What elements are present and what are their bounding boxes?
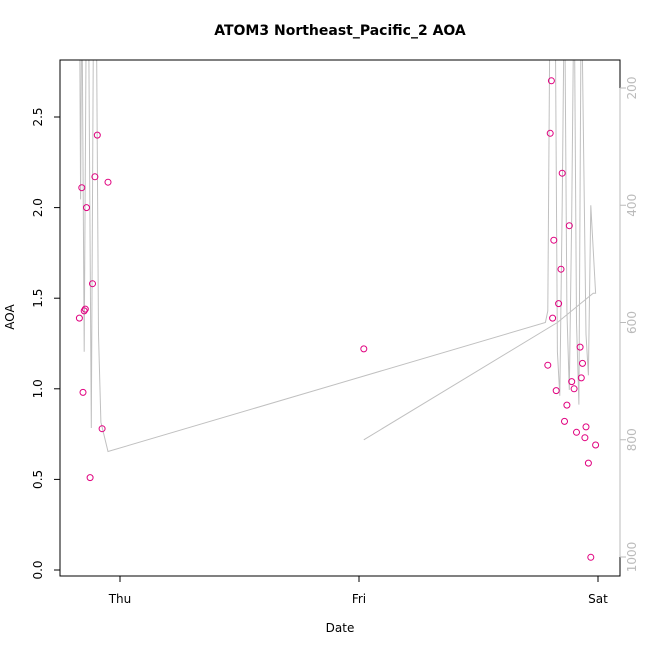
data-point [558, 169, 566, 177]
data-point [544, 361, 552, 369]
data-point [550, 236, 558, 244]
y2-tick-label: 1000 [625, 542, 639, 573]
data-points-layer [75, 77, 600, 561]
data-point [565, 222, 573, 230]
data-point [80, 307, 88, 315]
y2-tick-label: 800 [625, 428, 639, 451]
data-point [78, 184, 86, 192]
data-point [93, 131, 101, 139]
y-tick-label: 2.0 [31, 198, 45, 217]
secondary-y-axis: 200 400 600 800 1000 [619, 77, 639, 573]
data-point [98, 425, 106, 433]
data-point [584, 459, 592, 467]
data-point [577, 374, 585, 382]
data-point [89, 280, 96, 288]
chart-title: ATOM3 Northeast_Pacific_2 AOA [214, 23, 466, 39]
y-tick-label: 2.5 [31, 107, 45, 126]
y-tick-label: 1.5 [31, 289, 45, 308]
plot-frame [59, 59, 621, 577]
data-point [86, 474, 94, 482]
y2-tick-label: 600 [625, 311, 639, 334]
data-point [563, 401, 571, 409]
data-point [91, 173, 99, 181]
y-tick-label: 1.0 [31, 379, 45, 398]
data-point [104, 178, 112, 186]
x-tick-label: Fri [352, 592, 366, 606]
data-point [581, 434, 589, 442]
y2-tick-label: 400 [625, 194, 639, 217]
y-tick-label: 0.5 [31, 470, 45, 489]
data-point [549, 314, 557, 322]
x-axis: Thu Fri Sat [108, 575, 608, 606]
data-point [547, 77, 555, 85]
data-point [83, 204, 90, 212]
x-tick-label: Thu [108, 592, 132, 606]
y-tick-label: 0.0 [31, 560, 45, 579]
data-point [555, 300, 563, 308]
y2-tick-label: 200 [625, 77, 639, 100]
y-axis: 0.0 0.5 1.0 1.5 2.0 2.5 [31, 107, 61, 580]
data-point [75, 314, 83, 322]
data-point [592, 441, 600, 449]
x-axis-label: Date [326, 621, 355, 635]
data-point [546, 129, 554, 137]
data-point [360, 345, 368, 353]
data-point [573, 428, 580, 436]
data-point [568, 378, 576, 386]
y-axis-label: AOA [3, 303, 17, 329]
data-point [552, 387, 560, 395]
pressure-line-layer [79, 60, 597, 453]
data-point [582, 423, 590, 431]
data-point [81, 305, 89, 313]
data-point [579, 359, 586, 367]
pressure-line [79, 60, 597, 453]
data-point [570, 385, 578, 393]
data-point [587, 553, 595, 561]
x-tick-label: Sat [588, 592, 608, 606]
data-point [576, 343, 584, 351]
data-point [79, 388, 87, 396]
data-point [557, 265, 565, 273]
data-point [561, 417, 568, 425]
